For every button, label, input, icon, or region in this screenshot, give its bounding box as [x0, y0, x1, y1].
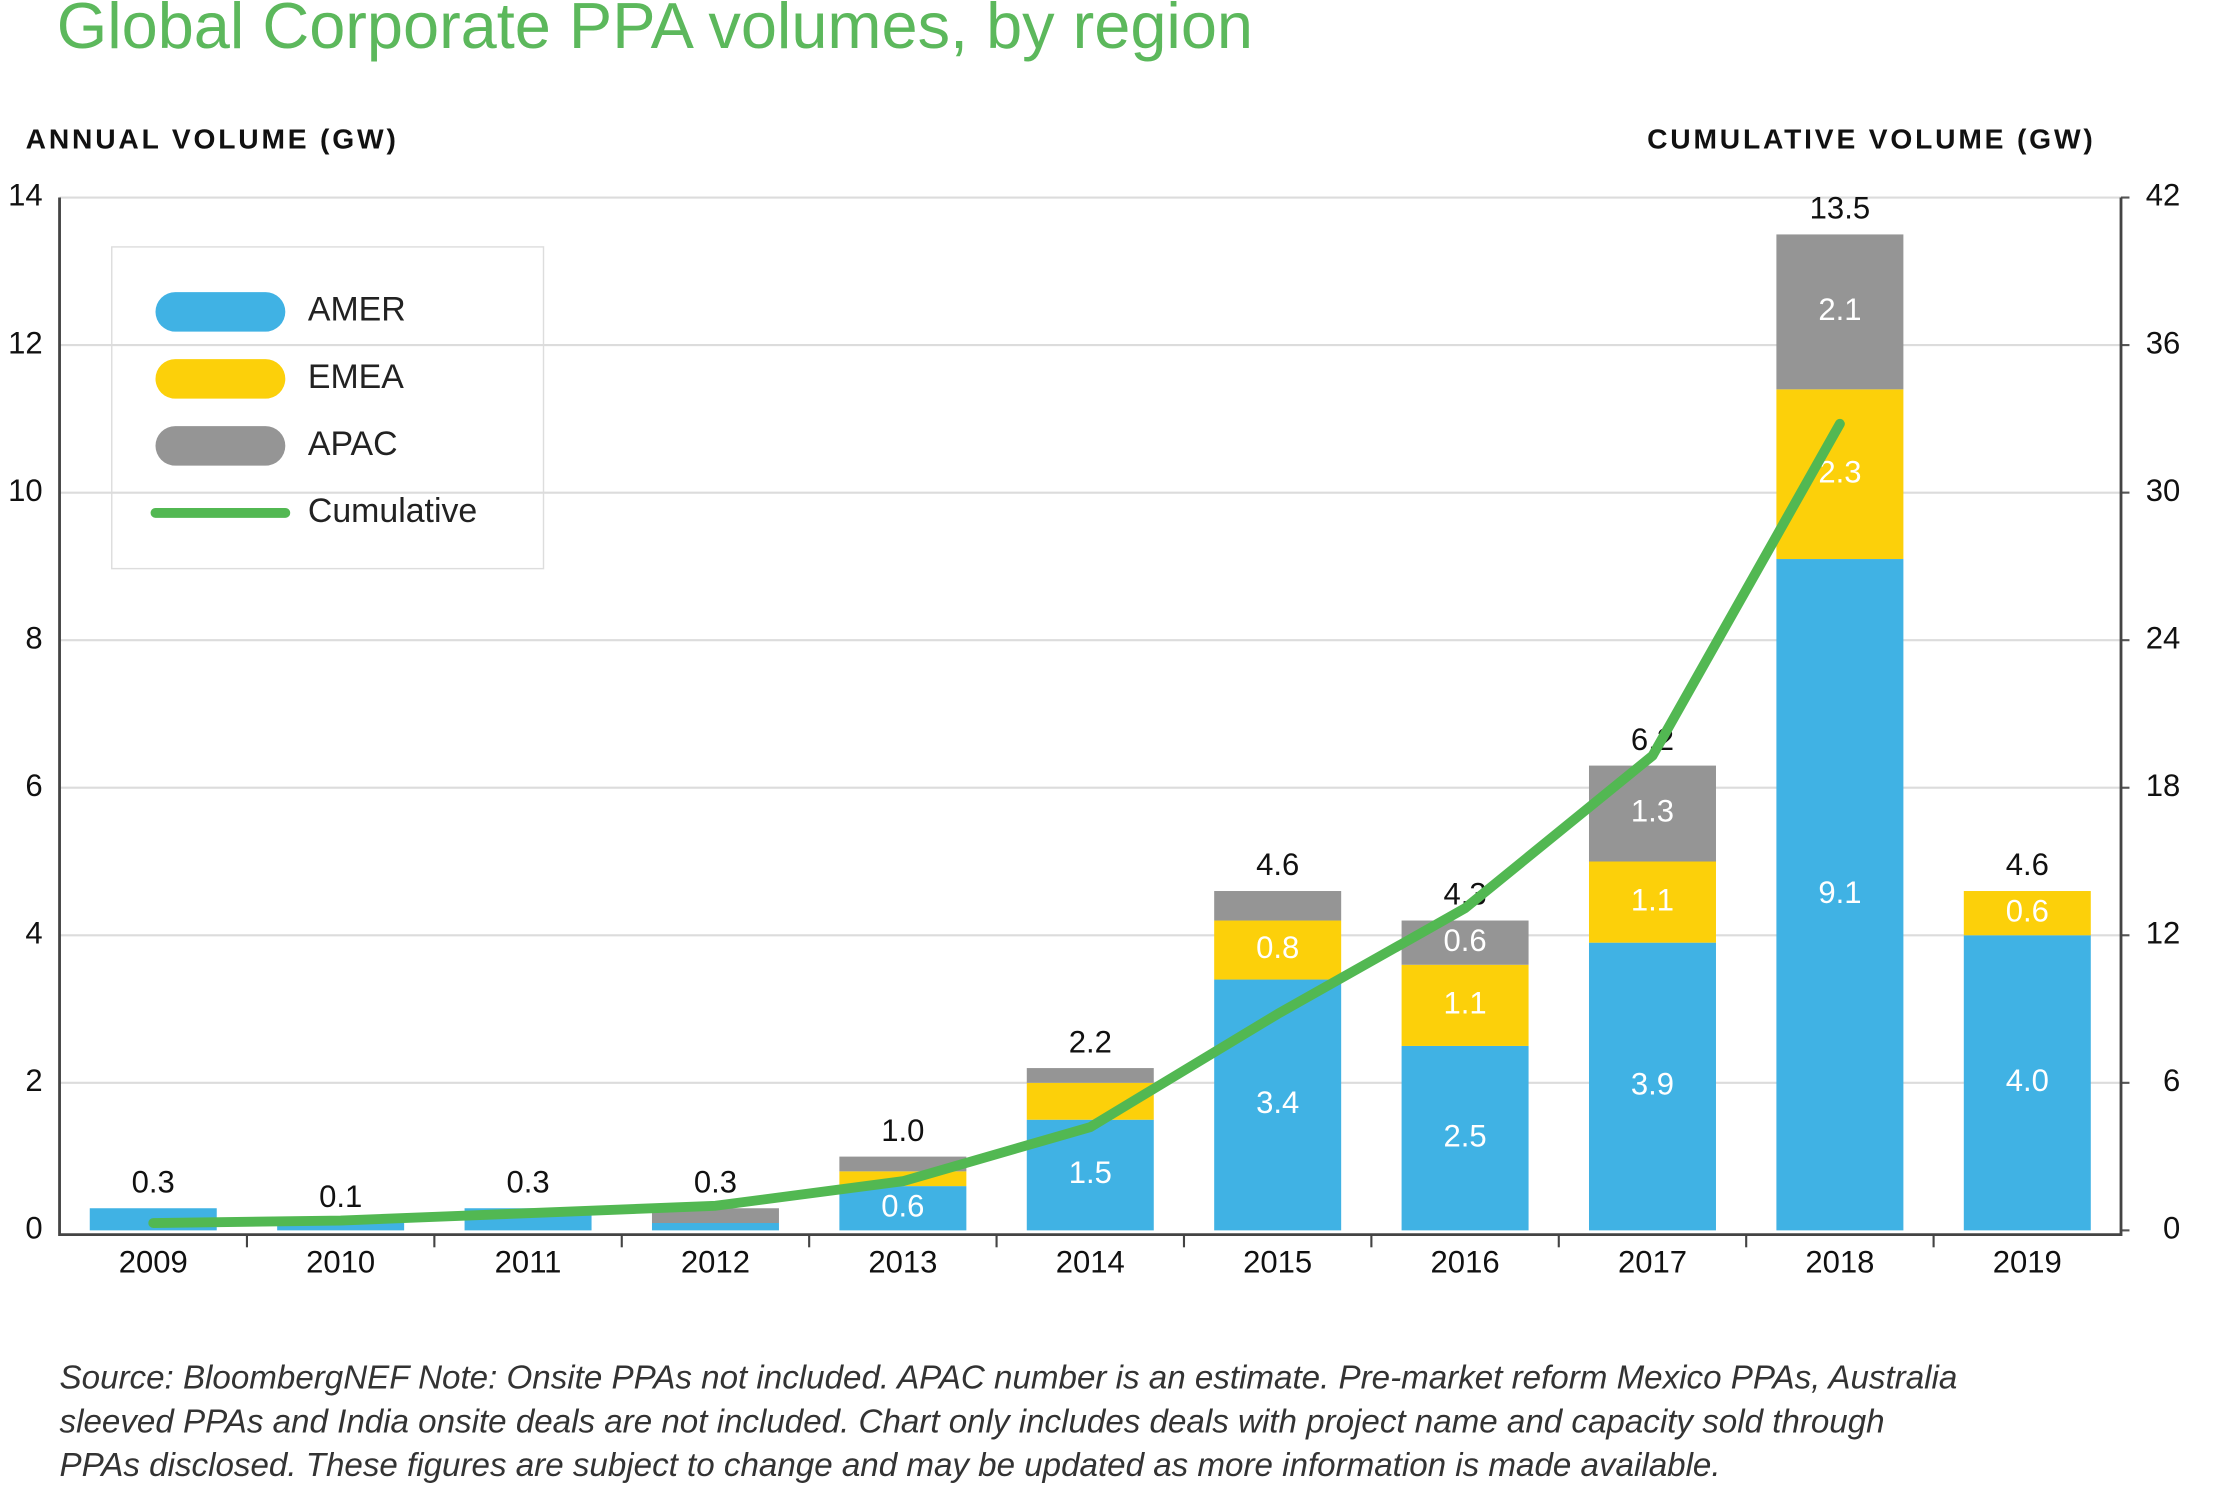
total-label: 0.3 [132, 1164, 175, 1199]
segment-label: 1.1 [1631, 882, 1674, 917]
bar-segment [1401, 964, 1529, 1046]
bar-segment [1776, 389, 1904, 560]
y-tick-label: 10 [8, 473, 43, 508]
total-label: 0.3 [694, 1164, 737, 1199]
y-tick-label: 12 [8, 325, 43, 360]
segment-label: 0.6 [881, 1188, 924, 1223]
bar-segment [1214, 920, 1342, 980]
segment-label: 1.5 [1069, 1155, 1112, 1190]
y2-tick-label: 18 [2146, 768, 2181, 803]
bar-segment [1963, 935, 2091, 1231]
x-tick-label: 2016 [1431, 1244, 1500, 1279]
segment-label: 3.9 [1631, 1067, 1674, 1102]
y2-axis-label: CUMULATIVE VOLUME (GW) [1647, 123, 2096, 155]
legend-label: AMER [308, 291, 406, 329]
total-label: 1.0 [881, 1113, 924, 1148]
x-tick-label: 2015 [1243, 1244, 1312, 1279]
segment-label: 0.6 [1444, 923, 1487, 958]
segment-label: 1.1 [1444, 986, 1487, 1021]
segment-label: 2.5 [1444, 1118, 1487, 1153]
x-tick-label: 2018 [1805, 1244, 1874, 1279]
bar-segment [1214, 979, 1342, 1231]
segment-label: 9.1 [1818, 875, 1861, 910]
y-axis-label: ANNUAL VOLUME (GW) [26, 123, 399, 155]
legend-swatch [155, 426, 286, 466]
total-label: 2.2 [1069, 1024, 1112, 1059]
x-tick-label: 2010 [306, 1244, 375, 1279]
segment-label: 4.0 [2006, 1063, 2049, 1098]
note-line: sleeved PPAs and India onsite deals are … [60, 1403, 1885, 1440]
legend-swatch [155, 359, 286, 399]
y-tick-label: 6 [25, 768, 42, 803]
total-label: 13.5 [1810, 191, 1870, 226]
bar-segment [1026, 1068, 1154, 1083]
x-tick-label: 2017 [1618, 1244, 1687, 1279]
bar-segment [277, 1223, 405, 1231]
x-tick-label: 2019 [1993, 1244, 2062, 1279]
bar-segment [1963, 891, 2091, 936]
segment-label: 0.8 [1256, 930, 1299, 965]
bar-segment [839, 1186, 967, 1231]
legend-label: APAC [308, 425, 398, 463]
bar-segment [1776, 234, 1904, 390]
bar-segment [651, 1223, 779, 1231]
segment-label: 2.3 [1818, 454, 1861, 489]
legend-swatch [155, 292, 286, 332]
x-tick-label: 2009 [119, 1244, 188, 1279]
y-tick-label: 0 [25, 1211, 42, 1246]
y2-tick-label: 30 [2146, 473, 2181, 508]
bar-segment [1214, 891, 1342, 921]
y-tick-label: 4 [25, 915, 42, 950]
x-tick-label: 2014 [1056, 1244, 1125, 1279]
cumulative-line [148, 418, 1845, 1228]
x-tick-label: 2013 [868, 1244, 937, 1279]
x-tick-label: 2011 [495, 1244, 562, 1279]
y2-tick-label: 0 [2163, 1211, 2180, 1246]
bar-segment [1588, 861, 1716, 943]
total-label: 0.3 [506, 1164, 549, 1199]
y2-tick-label: 24 [2146, 620, 2181, 655]
chart-title: Global Corporate PPA volumes, by region [57, 0, 1253, 62]
bar-segment [1776, 559, 1904, 1231]
bar-segment [1401, 1045, 1529, 1231]
y-tick-label: 2 [25, 1063, 42, 1098]
y2-tick-label: 36 [2146, 325, 2181, 360]
x-tick-label: 2012 [681, 1244, 750, 1279]
segment-label: 3.4 [1256, 1085, 1299, 1120]
segment-label: 1.3 [1631, 794, 1674, 829]
legend-label: Cumulative [308, 492, 477, 530]
y-tick-label: 14 [8, 178, 43, 213]
note-line: PPAs disclosed. These figures are subjec… [60, 1447, 1721, 1484]
segment-label: 0.6 [2006, 893, 2049, 928]
total-label: 0.1 [319, 1179, 362, 1214]
y2-tick-label: 12 [2146, 915, 2181, 950]
y-tick-label: 8 [25, 620, 42, 655]
total-label: 4.6 [1256, 847, 1299, 882]
y2-tick-label: 6 [2163, 1063, 2180, 1098]
legend-label: EMEA [308, 358, 404, 396]
y2-tick-label: 42 [2146, 178, 2181, 213]
note-line: Source: BloombergNEF Note: Onsite PPAs n… [60, 1360, 1958, 1397]
note: Source: BloombergNEF Note: Onsite PPAs n… [60, 1360, 1958, 1484]
total-label: 4.6 [2006, 847, 2049, 882]
bar-segment [1588, 765, 1716, 862]
segment-label: 2.1 [1818, 292, 1861, 327]
bar-segment [1588, 942, 1716, 1231]
